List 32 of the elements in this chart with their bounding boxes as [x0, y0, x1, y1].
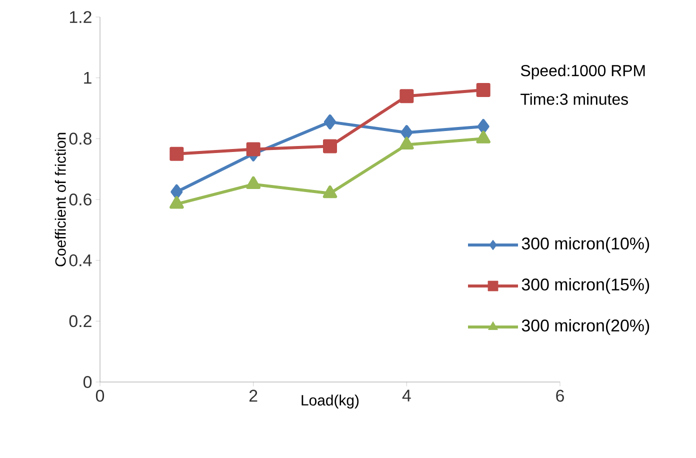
- x-tick-label: 0: [96, 390, 104, 402]
- y-tick-label: 1: [84, 72, 92, 84]
- legend-label: 300 micron(20%): [522, 319, 650, 335]
- point: [400, 125, 413, 140]
- legend-label: 300 micron(10%): [522, 237, 650, 253]
- annotation: Time:3 minutes: [520, 93, 628, 105]
- point: [170, 146, 184, 161]
- x-axis-title: Load(kg): [302, 394, 359, 409]
- point: [477, 118, 490, 134]
- point: [322, 185, 338, 198]
- point: [324, 114, 336, 130]
- point: [400, 136, 414, 150]
- y-tick-label: 0.8: [69, 132, 92, 145]
- y-tick-label: 0: [83, 376, 92, 388]
- point: [400, 89, 414, 104]
- point: [323, 139, 337, 154]
- x-tick-label: 6: [556, 390, 564, 402]
- annotation: Speed:1000 RPM: [520, 64, 645, 80]
- point: [476, 82, 490, 97]
- y-tick-label: 0.2: [69, 315, 92, 328]
- point: [246, 142, 260, 156]
- legend-label: 300 micron(15%): [522, 278, 650, 294]
- point: [246, 176, 260, 190]
- y-tick-label: 0.6: [69, 194, 92, 206]
- point: [476, 130, 490, 144]
- y-axis-title: Coefficient of friction: [54, 132, 66, 266]
- y-tick-label: 0.4: [69, 254, 92, 266]
- point: [170, 196, 184, 209]
- x-tick-label: 2: [249, 390, 258, 402]
- point: [170, 184, 183, 200]
- x-tick-label: 4: [402, 390, 411, 402]
- y-tick-label: 1.2: [70, 11, 92, 23]
